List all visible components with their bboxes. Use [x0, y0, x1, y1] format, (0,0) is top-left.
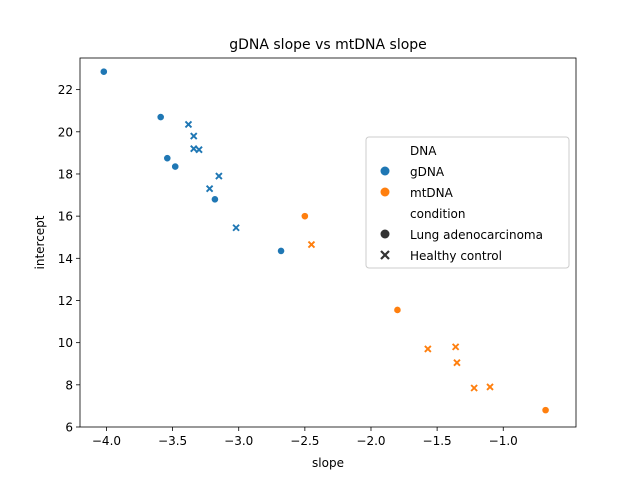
gdna-x-point	[195, 146, 203, 154]
gdna-circle-point	[277, 247, 285, 255]
y-axis: 6 8 10 12 14 16 18 20 22	[58, 83, 80, 435]
y-tick-label: 16	[58, 210, 73, 224]
legend: DNA gDNA mtDNA condition Lung adenocarci…	[365, 136, 570, 269]
x-tick-label: −2.5	[290, 434, 319, 448]
gdna-x-point	[190, 132, 198, 140]
gdna-circle-point	[99, 67, 108, 76]
legend-lung-adenocarcinoma-marker	[380, 229, 390, 239]
mtdna-x-point	[424, 345, 432, 353]
legend-frame	[365, 136, 570, 269]
legend-healthy-control-label: Healthy control	[410, 249, 502, 263]
mtdna-x-point	[307, 240, 316, 249]
y-tick-label: 20	[58, 125, 73, 139]
x-tick-label: −3.0	[224, 434, 253, 448]
y-tick-label: 10	[58, 336, 73, 350]
mtdna-x-point	[486, 383, 494, 391]
gdna-x-point	[190, 144, 198, 153]
mtdna-x-point	[453, 359, 461, 367]
y-tick-label: 18	[58, 167, 73, 181]
x-tick-label: −1.5	[423, 434, 452, 448]
gdna-circle-point	[156, 113, 165, 121]
x-tick-label: −2.0	[356, 434, 385, 448]
gdna-x-point	[205, 185, 214, 193]
y-tick-label: 12	[58, 294, 73, 308]
y-axis-label: intercept	[33, 215, 47, 269]
gdna-circle-point	[163, 154, 172, 163]
gdna-circle-point	[211, 195, 219, 204]
x-tick-label: −1.0	[489, 434, 518, 448]
mtdna-circle-point	[541, 406, 550, 415]
plot-area-frame	[79, 57, 577, 428]
plot-points	[99, 67, 550, 415]
gdna-circle-point	[171, 162, 180, 171]
legend-gdna-label: gDNA	[410, 165, 445, 179]
legend-gdna-marker	[380, 166, 390, 176]
x-tick-label: −4.0	[92, 434, 121, 448]
mtdna-x-point	[451, 343, 460, 351]
gdna-x-point	[215, 172, 223, 180]
x-tick-label: −3.5	[158, 434, 187, 448]
legend-style-title: condition	[410, 207, 465, 221]
y-tick-label: 22	[58, 83, 73, 97]
gdna-x-point	[232, 224, 240, 232]
legend-mtdna-marker	[380, 187, 390, 197]
legend-hue-title: DNA	[410, 144, 437, 158]
y-tick-label: 14	[58, 252, 73, 266]
x-axis-label: slope	[312, 456, 344, 470]
y-tick-label: 8	[65, 378, 73, 392]
gdna-x-point	[184, 120, 193, 129]
legend-lung-adenocarcinoma-label: Lung adenocarcinoma	[410, 228, 543, 242]
legend-healthy-control-marker	[380, 250, 390, 260]
mtdna-x-point	[470, 384, 478, 392]
mtdna-circle-point	[300, 212, 309, 221]
chart-title: gDNA slope vs mtDNA slope	[229, 37, 427, 53]
y-tick-label: 6	[65, 421, 73, 435]
legend-mtdna-label: mtDNA	[410, 186, 454, 200]
x-axis: −4.0 −3.5 −3.0 −2.5 −2.0 −1.5 −1.0	[92, 427, 518, 448]
mtdna-circle-point	[393, 306, 402, 314]
